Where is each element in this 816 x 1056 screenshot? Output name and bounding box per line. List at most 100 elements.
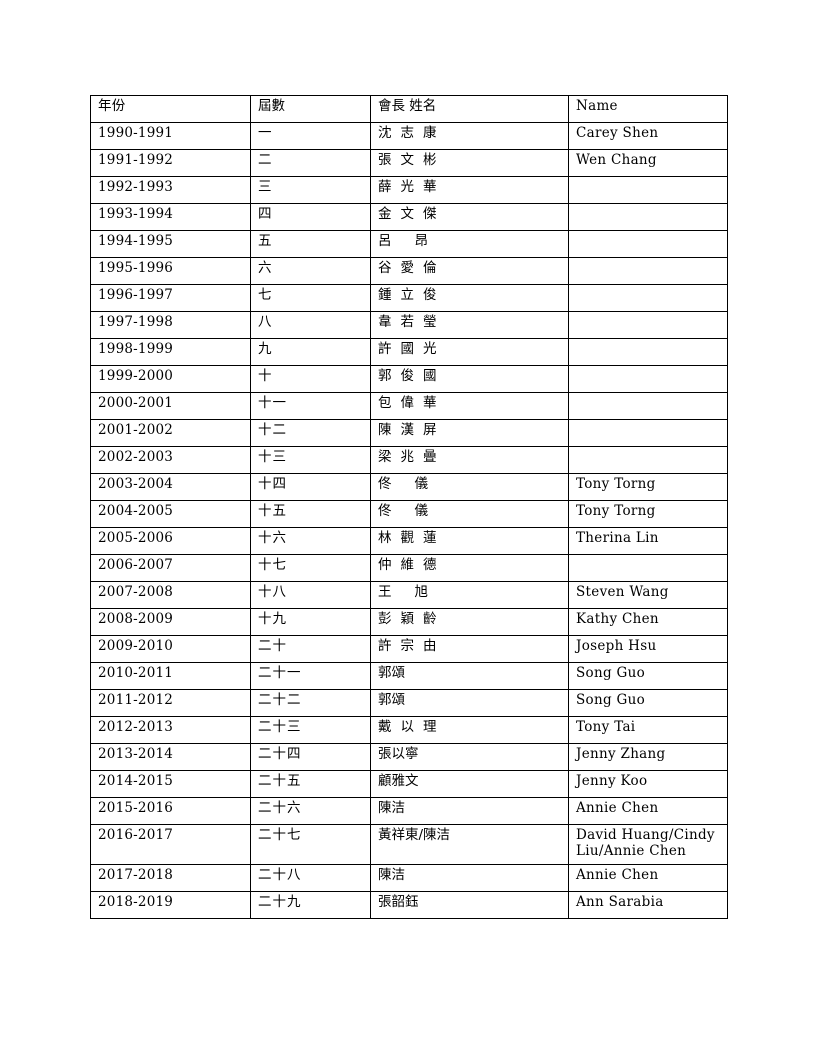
cell-english-name: Tony Torng [568,473,728,501]
table-row: 2000-2001 十一 包偉華 [90,392,728,420]
table-row: 2018-2019 二十九 張韶鈺 Ann Sarabia [90,890,728,919]
column-header-year: 年份 [90,95,251,123]
cell-english-name: David Huang/Cindy Liu/Annie Chen [568,824,728,865]
cell-chinese-name: 許宗由 [370,635,569,663]
table-row: 2015-2016 二十六 陳洁 Annie Chen [90,797,728,825]
cell-chinese-name: 林觀蓮 [370,527,569,555]
cell-english-name: Therina Lin [568,527,728,555]
cell-english-name [568,203,728,231]
cell-term: 九 [250,338,371,366]
cell-english-name [568,392,728,420]
cell-term: 二十四 [250,743,371,771]
cell-chinese-name: 張文彬 [370,149,569,177]
cell-chinese-name: 郭頌 [370,689,569,717]
cell-year: 2006-2007 [90,554,251,582]
cell-year: 2004-2005 [90,500,251,528]
cell-chinese-name: 谷愛倫 [370,257,569,285]
table-row: 1990-1991 一沈志康 Carey Shen [90,122,728,150]
cell-english-name: Song Guo [568,689,728,717]
cell-term: 十一 [250,392,371,420]
table-header-row: 年份 屆數 會長 姓名 Name [90,95,728,123]
cell-year: 2017-2018 [90,863,251,892]
cell-chinese-name: 包偉華 [370,392,569,420]
cell-term: 十五 [250,500,371,528]
table-row: 2016-2017 二十七 黃祥東/陳洁 David Huang/Cindy Liu/… [90,824,728,865]
cell-term: 五 [250,230,371,258]
cell-year: 2003-2004 [90,473,251,501]
cell-chinese-name: 梁兆曡 [370,446,569,474]
cell-chinese-name: 鍾立俊 [370,284,569,312]
cell-english-name: Jenny Zhang [568,743,728,771]
cell-english-name [568,446,728,474]
cell-term: 八 [250,311,371,339]
cell-chinese-name: 呂昂 [370,230,569,258]
cell-english-name: Jenny Koo [568,770,728,798]
cell-chinese-name: 郭頌 [370,662,569,690]
table-row: 1992-1993 三薛光華 [90,176,728,204]
cell-english-name: Tony Torng [568,500,728,528]
table-row: 1994-1995 五呂昂 [90,230,728,258]
cell-chinese-name: 陳洁 [370,797,569,825]
cell-year: 2002-2003 [90,446,251,474]
cell-english-name: Wen Chang [568,149,728,177]
table-row: 2010-2011 二十一 郭頌 Song Guo [90,662,728,690]
cell-english-name: Carey Shen [568,122,728,150]
cell-chinese-name: 張以寧 [370,743,569,771]
cell-year: 2013-2014 [90,743,251,771]
cell-year: 1990-1991 [90,122,251,150]
cell-year: 2015-2016 [90,797,251,825]
cell-term: 十九 [250,608,371,636]
cell-english-name [568,338,728,366]
cell-year: 1994-1995 [90,230,251,258]
cell-term: 七 [250,284,371,312]
cell-english-name [568,554,728,582]
cell-chinese-name: 張韶鈺 [370,890,569,919]
cell-term: 十四 [250,473,371,501]
cell-chinese-name: 沈志康 [370,122,569,150]
cell-term: 二十六 [250,797,371,825]
cell-year: 1997-1998 [90,311,251,339]
cell-year: 1993-1994 [90,203,251,231]
cell-english-name: Tony Tai [568,716,728,744]
cell-year: 1992-1993 [90,176,251,204]
table-row: 2005-2006 十六 林觀蓮 Therina Lin [90,527,728,555]
cell-english-name: Ann Sarabia [568,890,728,919]
table-row: 2012-2013 二十三 戴以理 Tony Tai [90,716,728,744]
table-body: 年份 屆數 會長 姓名 Name 1990-1991 一沈志康 Carey Shen… [90,95,728,919]
cell-term: 十三 [250,446,371,474]
table-row: 2014-2015 二十五 顧雅文 Jenny Koo [90,770,728,798]
cell-year: 1996-1997 [90,284,251,312]
cell-term: 二十 [250,635,371,663]
table-row: 2001-2002 十二 陳漢屏 [90,419,728,447]
cell-term: 二十八 [250,863,371,892]
cell-term: 六 [250,257,371,285]
table-row: 2017-2018 二十八 陳洁 Annie Chen [90,863,728,892]
cell-term: 十七 [250,554,371,582]
cell-term: 二十七 [250,824,371,865]
cell-chinese-name: 陳洁 [370,863,569,892]
cell-english-name [568,176,728,204]
cell-chinese-name: 顧雅文 [370,770,569,798]
cell-term: 二十三 [250,716,371,744]
cell-year: 1995-1996 [90,257,251,285]
table-row: 2011-2012 二十二 郭頌 Song Guo [90,689,728,717]
cell-chinese-name: 郭俊國 [370,365,569,393]
cell-chinese-name: 薛光華 [370,176,569,204]
cell-english-name [568,284,728,312]
cell-year: 2016-2017 [90,824,251,865]
cell-english-name: Song Guo [568,662,728,690]
cell-year: 1991-1992 [90,149,251,177]
cell-year: 2007-2008 [90,581,251,609]
cell-chinese-name: 金文傑 [370,203,569,231]
column-header-term: 屆數 [250,95,371,123]
cell-chinese-name: 佟儀 [370,473,569,501]
cell-english-name: Joseph Hsu [568,635,728,663]
cell-english-name [568,311,728,339]
cell-term: 二 [250,149,371,177]
cell-english-name: Annie Chen [568,797,728,825]
cell-year: 1998-1999 [90,338,251,366]
table-row: 1996-1997 七鍾立俊 [90,284,728,312]
cell-term: 二十五 [250,770,371,798]
table-row: 1999-2000 十郭俊國 [90,365,728,393]
